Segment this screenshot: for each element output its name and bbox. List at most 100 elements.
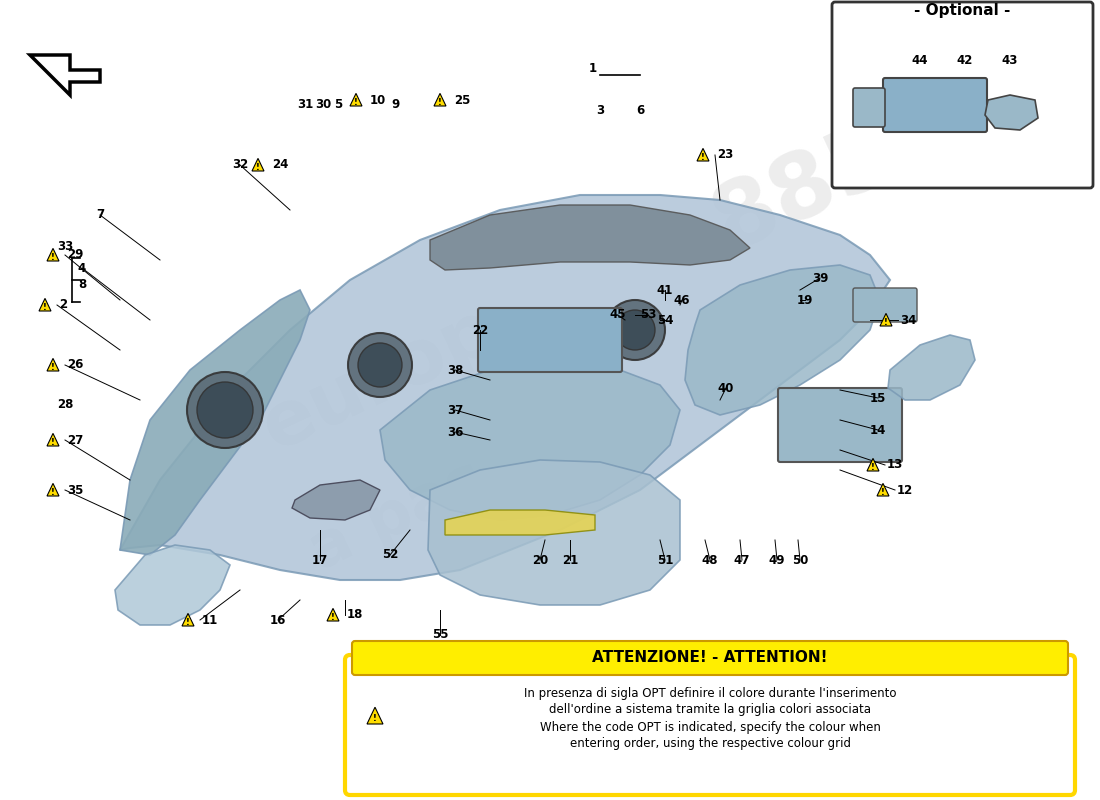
Polygon shape (867, 458, 879, 471)
Text: ATTENZIONE! - ATTENTION!: ATTENZIONE! - ATTENTION! (592, 650, 827, 665)
Circle shape (187, 372, 263, 448)
Text: !: ! (438, 98, 442, 106)
Text: 8: 8 (78, 278, 86, 291)
Text: 35: 35 (67, 483, 84, 497)
Text: 13: 13 (887, 458, 903, 471)
Text: 32: 32 (232, 158, 249, 171)
Text: !: ! (51, 253, 55, 262)
Polygon shape (182, 614, 194, 626)
Text: !: ! (51, 438, 55, 446)
Text: 26: 26 (67, 358, 84, 371)
Text: 15: 15 (870, 391, 887, 405)
Polygon shape (30, 55, 100, 95)
Text: 36: 36 (447, 426, 463, 438)
Text: 14: 14 (870, 423, 887, 437)
Text: 19: 19 (796, 294, 813, 306)
Polygon shape (880, 314, 892, 326)
Text: 4: 4 (78, 262, 86, 274)
Text: 20: 20 (532, 554, 548, 566)
Text: !: ! (256, 162, 260, 172)
FancyBboxPatch shape (778, 388, 902, 462)
Text: 51: 51 (657, 554, 673, 566)
Text: a pas: a pas (300, 450, 496, 583)
Polygon shape (39, 298, 51, 311)
Text: 24: 24 (272, 158, 288, 171)
Text: entering order, using the respective colour grid: entering order, using the respective col… (570, 737, 850, 750)
Text: 3: 3 (596, 103, 604, 117)
Text: 33: 33 (57, 241, 73, 254)
Polygon shape (888, 335, 975, 400)
Text: 25: 25 (454, 94, 471, 106)
FancyBboxPatch shape (832, 2, 1093, 188)
Text: 28: 28 (57, 398, 74, 411)
Text: 23: 23 (717, 149, 734, 162)
Polygon shape (877, 483, 889, 496)
Text: - Optional -: - Optional - (914, 2, 1010, 18)
Text: 16: 16 (270, 614, 286, 626)
Text: In presenza di sigla OPT definire il colore durante l'inserimento: In presenza di sigla OPT definire il col… (524, 686, 896, 699)
Polygon shape (379, 365, 680, 520)
Polygon shape (697, 149, 710, 161)
Text: 37: 37 (447, 403, 463, 417)
Text: 11: 11 (202, 614, 218, 626)
Text: !: ! (373, 714, 377, 723)
Text: 2: 2 (59, 298, 67, 311)
Polygon shape (47, 248, 59, 261)
Text: !: ! (354, 98, 358, 106)
Polygon shape (292, 480, 379, 520)
FancyBboxPatch shape (478, 308, 622, 372)
Circle shape (348, 333, 412, 397)
Polygon shape (430, 205, 750, 270)
Text: !: ! (331, 613, 334, 622)
Text: 9: 9 (390, 98, 399, 111)
Text: !: ! (884, 318, 888, 326)
Text: 53: 53 (640, 309, 657, 322)
Text: Where the code OPT is indicated, specify the colour when: Where the code OPT is indicated, specify… (540, 721, 880, 734)
Text: 41: 41 (657, 283, 673, 297)
Text: !: ! (51, 488, 55, 497)
Text: 18: 18 (346, 609, 363, 622)
Text: 43: 43 (1002, 54, 1019, 66)
Text: 6: 6 (636, 103, 645, 117)
Text: 21: 21 (562, 554, 579, 566)
Text: 22: 22 (472, 323, 488, 337)
Text: 42: 42 (957, 54, 974, 66)
Text: 39: 39 (812, 271, 828, 285)
Circle shape (605, 300, 665, 360)
Text: 54: 54 (657, 314, 673, 326)
Circle shape (358, 343, 402, 387)
Text: 44: 44 (912, 54, 928, 66)
Text: 49: 49 (769, 554, 785, 566)
Text: !: ! (186, 618, 190, 626)
Polygon shape (47, 483, 59, 496)
FancyBboxPatch shape (852, 88, 886, 127)
Polygon shape (428, 460, 680, 605)
Polygon shape (120, 195, 890, 580)
Text: !: ! (701, 153, 705, 162)
Text: europ: europ (250, 293, 508, 466)
Text: 12: 12 (896, 483, 913, 497)
Polygon shape (685, 265, 880, 415)
Circle shape (197, 382, 253, 438)
Text: 40: 40 (718, 382, 734, 394)
Text: 885: 885 (700, 110, 908, 269)
Text: !: ! (43, 302, 47, 312)
Polygon shape (984, 95, 1038, 130)
Text: 30: 30 (315, 98, 331, 111)
Polygon shape (367, 707, 383, 724)
Polygon shape (116, 545, 230, 625)
Polygon shape (350, 94, 362, 106)
FancyBboxPatch shape (883, 78, 987, 132)
Circle shape (615, 310, 654, 350)
Polygon shape (434, 94, 446, 106)
Text: 55: 55 (431, 629, 449, 642)
Text: 38: 38 (447, 363, 463, 377)
Text: 50: 50 (792, 554, 808, 566)
Text: 27: 27 (67, 434, 84, 446)
Text: !: ! (51, 362, 55, 371)
Text: 34: 34 (900, 314, 916, 326)
Polygon shape (47, 358, 59, 371)
FancyBboxPatch shape (345, 655, 1075, 795)
Text: 10: 10 (370, 94, 386, 106)
Text: 52: 52 (382, 549, 398, 562)
